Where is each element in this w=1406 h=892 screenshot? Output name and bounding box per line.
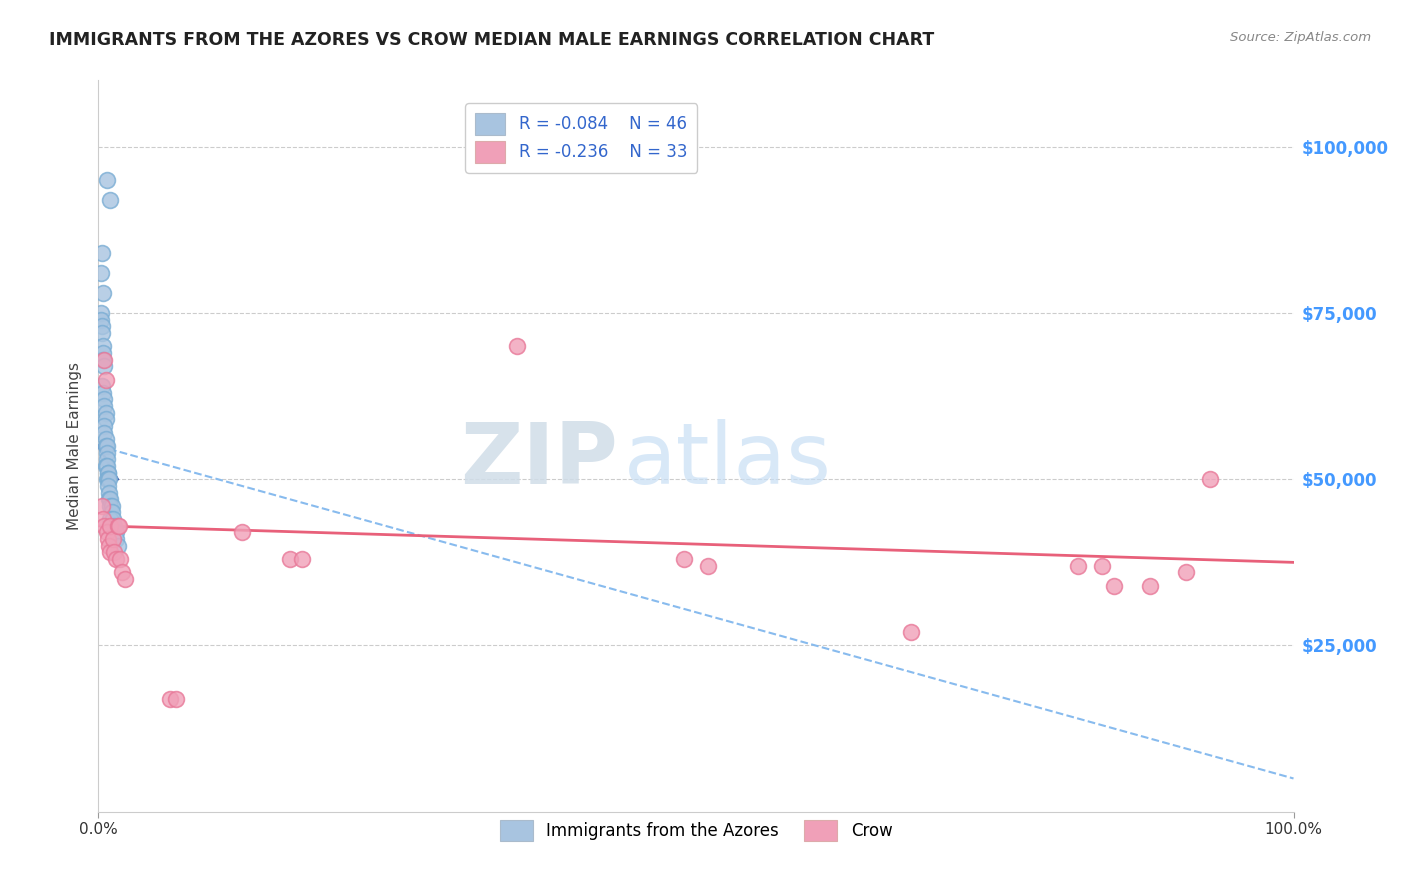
Point	[94, 372, 117, 386]
Point	[91, 246, 114, 260]
Point	[98, 492, 121, 507]
Point	[165, 691, 187, 706]
Point	[108, 552, 131, 566]
Y-axis label: Median Male Earnings: Median Male Earnings	[67, 362, 83, 530]
Point	[105, 552, 128, 566]
Point	[103, 518, 125, 533]
Point	[93, 399, 115, 413]
Point	[91, 326, 114, 340]
Text: IMMIGRANTS FROM THE AZORES VS CROW MEDIAN MALE EARNINGS CORRELATION CHART: IMMIGRANTS FROM THE AZORES VS CROW MEDIA…	[49, 31, 935, 49]
Point	[97, 466, 120, 480]
Point	[96, 452, 118, 467]
Point	[93, 352, 115, 367]
Point	[98, 539, 121, 553]
Point	[278, 552, 301, 566]
Point	[91, 512, 114, 526]
Point	[97, 532, 120, 546]
Point	[107, 518, 129, 533]
Point	[101, 512, 124, 526]
Point	[159, 691, 181, 706]
Point	[673, 552, 696, 566]
Text: Source: ZipAtlas.com: Source: ZipAtlas.com	[1230, 31, 1371, 45]
Legend: Immigrants from the Azores, Crow: Immigrants from the Azores, Crow	[494, 814, 898, 847]
Point	[96, 525, 118, 540]
Point	[98, 472, 121, 486]
Point	[91, 352, 114, 367]
Point	[96, 472, 118, 486]
Point	[91, 319, 114, 334]
Point	[1067, 558, 1090, 573]
Point	[93, 419, 115, 434]
Point	[101, 532, 124, 546]
Point	[90, 312, 112, 326]
Point	[98, 499, 122, 513]
Point	[105, 525, 128, 540]
Point	[94, 412, 117, 426]
Point	[90, 266, 112, 280]
Point	[111, 566, 134, 580]
Point	[94, 406, 117, 420]
Point	[90, 306, 112, 320]
Point	[98, 193, 122, 207]
Point	[1175, 566, 1198, 580]
Point	[96, 458, 118, 473]
Point	[93, 518, 115, 533]
Point	[93, 425, 115, 440]
Point	[96, 173, 118, 187]
Point	[96, 445, 118, 459]
Point	[506, 339, 529, 353]
Point	[98, 512, 122, 526]
Point	[91, 286, 114, 301]
Point	[94, 433, 117, 447]
Point	[105, 532, 128, 546]
Point	[91, 339, 114, 353]
Point	[107, 518, 129, 533]
Point	[91, 346, 114, 360]
Point	[231, 525, 253, 540]
Point	[100, 506, 122, 520]
Point	[100, 499, 122, 513]
Point	[98, 492, 122, 507]
Text: atlas: atlas	[624, 419, 832, 502]
Point	[91, 499, 114, 513]
Point	[93, 359, 115, 374]
Point	[97, 472, 120, 486]
Point	[94, 458, 117, 473]
Point	[98, 518, 122, 533]
Text: ZIP: ZIP	[461, 419, 619, 502]
Point	[91, 385, 114, 400]
Point	[114, 572, 136, 586]
Point	[98, 545, 122, 559]
Point	[98, 485, 121, 500]
Point	[96, 439, 118, 453]
Point	[97, 479, 120, 493]
Point	[103, 545, 125, 559]
Point	[97, 466, 120, 480]
Point	[1199, 472, 1222, 486]
Point	[291, 552, 314, 566]
Point	[1139, 579, 1161, 593]
Point	[93, 392, 115, 407]
Point	[697, 558, 720, 573]
Point	[107, 539, 129, 553]
Point	[1104, 579, 1126, 593]
Point	[900, 625, 922, 640]
Point	[94, 439, 117, 453]
Point	[91, 379, 114, 393]
Point	[1091, 558, 1114, 573]
